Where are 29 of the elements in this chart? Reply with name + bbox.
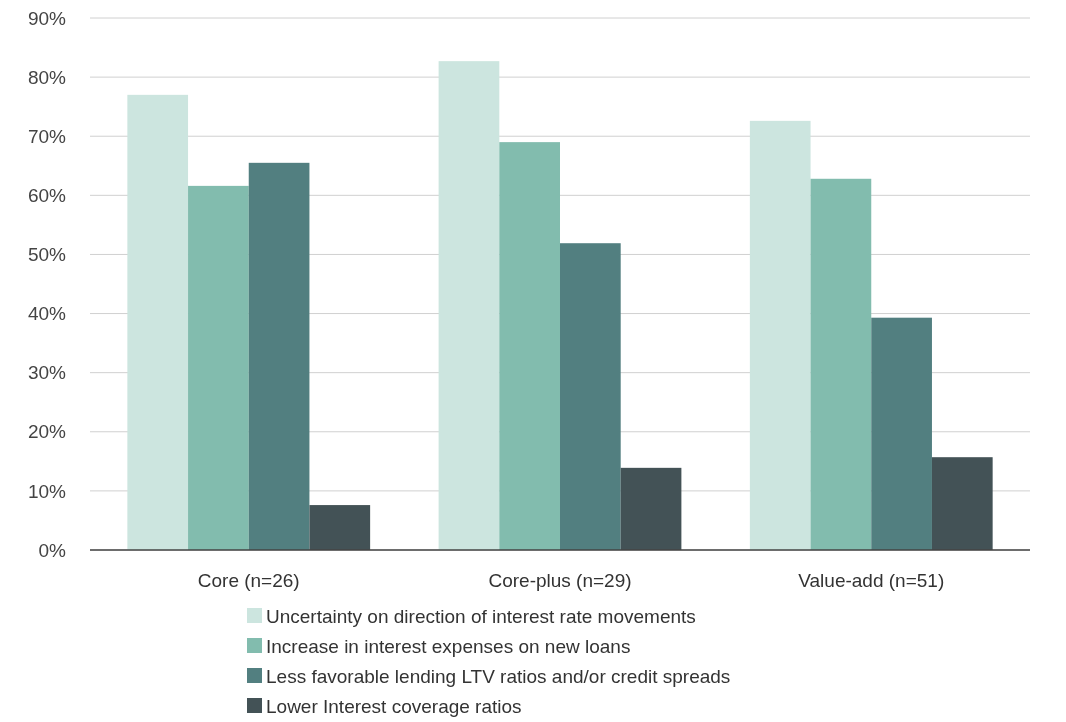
bar <box>309 505 371 550</box>
bar <box>560 243 621 550</box>
x-tick-label: Value-add (n=51) <box>798 570 945 591</box>
bar <box>499 142 560 550</box>
y-tick-label: 30% <box>27 362 67 384</box>
x-tick-label: Core-plus (n=29) <box>488 570 632 591</box>
y-tick-label: 10% <box>27 480 67 502</box>
bar <box>127 94 189 550</box>
y-tick-label: 20% <box>27 421 67 443</box>
y-tick-label: 40% <box>27 303 67 325</box>
y-tick-label: 0% <box>38 539 67 561</box>
y-tick-label: 50% <box>27 244 67 266</box>
bar <box>749 120 811 550</box>
y-tick-label: 90% <box>27 7 67 29</box>
x-tick-label: Core (n=26) <box>197 570 300 591</box>
legend-label: Lower Interest coverage ratios <box>266 695 522 717</box>
bar <box>248 162 310 550</box>
y-tick-label: 70% <box>27 125 67 147</box>
y-tick-label: 80% <box>27 66 67 88</box>
bar <box>438 61 500 550</box>
bar <box>871 317 932 550</box>
legend-label: Less favorable lending LTV ratios and/or credit spreads <box>266 665 731 687</box>
bar <box>188 185 249 550</box>
bar <box>620 467 682 550</box>
bar <box>931 457 993 550</box>
legend-label: Uncertainty on direction of interest rate movements <box>266 605 696 627</box>
bar <box>810 178 872 550</box>
y-tick-label: 60% <box>27 184 67 206</box>
legend-label: Increase in interest expenses on new loans <box>266 635 631 657</box>
